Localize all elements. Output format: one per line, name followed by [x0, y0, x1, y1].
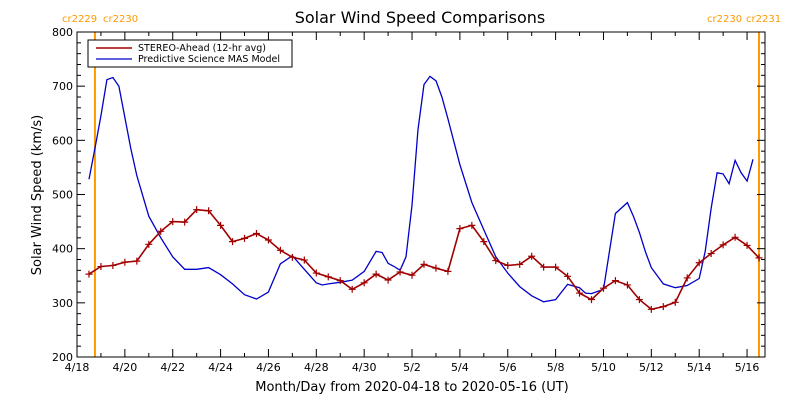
- data-point-stereo: [205, 207, 213, 215]
- data-point-stereo: [719, 241, 727, 249]
- y-tick-label: 700: [52, 80, 73, 93]
- series-line-stereo: [88, 208, 760, 311]
- data-point-stereo: [731, 233, 739, 241]
- data-point-stereo: [683, 274, 691, 282]
- y-tick-label: 200: [52, 351, 73, 364]
- data-point-stereo: [564, 272, 572, 280]
- carrington-label-left: cr2230: [707, 14, 742, 25]
- data-point-stereo: [264, 236, 272, 244]
- x-tick-label: 4/28: [304, 361, 329, 374]
- data-point-stereo: [193, 206, 201, 214]
- y-tick-label: 800: [52, 26, 73, 39]
- plot-frame: [76, 31, 766, 358]
- data-point-stereo: [420, 260, 428, 268]
- data-point-stereo: [623, 281, 631, 289]
- y-axis-label: Solar Wind Speed (km/s): [30, 115, 45, 275]
- x-tick-label: 4/22: [160, 361, 185, 374]
- y-tick-label: 500: [52, 189, 73, 202]
- x-tick-label: 4/30: [352, 361, 377, 374]
- data-point-stereo: [540, 263, 548, 271]
- x-tick-label: 5/4: [451, 361, 469, 374]
- data-point-stereo: [109, 261, 117, 269]
- legend: STEREO-Ahead (12-hr avg) Predictive Scie…: [87, 39, 293, 68]
- data-point-stereo: [528, 252, 536, 260]
- x-tick-label: 4/26: [256, 361, 281, 374]
- data-point-stereo: [492, 257, 500, 265]
- x-tick-label: 4/24: [208, 361, 233, 374]
- legend-label-mas: Predictive Science MAS Model: [138, 54, 280, 65]
- data-point-stereo: [157, 227, 165, 235]
- carrington-label-right: cr2230: [103, 14, 138, 25]
- data-point-stereo: [229, 238, 237, 246]
- data-point-stereo: [552, 263, 560, 271]
- data-point-stereo: [133, 257, 141, 265]
- data-point-stereo: [85, 270, 93, 278]
- data-point-stereo: [300, 256, 308, 264]
- series-group: [85, 75, 763, 313]
- series-line-mas: [88, 75, 754, 303]
- data-point-stereo: [121, 258, 129, 266]
- data-point-stereo: [372, 270, 380, 278]
- x-tick-label: 5/14: [687, 361, 712, 374]
- data-point-stereo: [312, 269, 320, 277]
- data-point-stereo: [276, 246, 284, 254]
- data-point-stereo: [611, 277, 619, 285]
- x-tick-label: 5/6: [499, 361, 517, 374]
- data-point-stereo: [348, 285, 356, 293]
- data-point-stereo: [480, 238, 488, 246]
- x-tick-label: 5/10: [591, 361, 616, 374]
- data-point-stereo: [444, 267, 452, 275]
- legend-label-stereo: STEREO-Ahead (12-hr avg): [138, 43, 266, 54]
- data-point-stereo: [336, 277, 344, 285]
- data-point-stereo: [659, 303, 667, 311]
- data-point-stereo: [360, 279, 368, 287]
- data-point-stereo: [599, 284, 607, 292]
- data-point-stereo: [432, 264, 440, 272]
- data-point-stereo: [145, 240, 153, 248]
- data-point-stereo: [755, 254, 763, 262]
- y-tick-label: 300: [52, 297, 73, 310]
- data-point-stereo: [671, 298, 679, 306]
- data-point-stereo: [181, 218, 189, 226]
- legend-box: [87, 39, 293, 68]
- data-point-stereo: [324, 273, 332, 281]
- data-point-stereo: [408, 271, 416, 279]
- axis-ticks: 200 300 400 500 600 700 800 4/18 4/20 4/22 4/24 4/2…: [52, 26, 765, 374]
- y-tick-label: 600: [52, 134, 73, 147]
- data-point-stereo: [588, 296, 596, 304]
- data-point-stereo: [252, 230, 260, 237]
- data-point-stereo: [97, 263, 105, 271]
- data-point-stereo: [217, 221, 225, 229]
- data-point-stereo: [504, 261, 512, 269]
- data-point-stereo: [169, 218, 177, 226]
- chart-title: Solar Wind Speed Comparisons: [295, 8, 546, 27]
- y-tick-label: 400: [52, 243, 73, 256]
- data-point-stereo: [695, 259, 703, 267]
- x-tick-label: 5/12: [639, 361, 664, 374]
- x-tick-label: 4/18: [65, 361, 90, 374]
- x-tick-label: 5/16: [735, 361, 760, 374]
- data-point-stereo: [384, 276, 392, 284]
- data-point-stereo: [635, 296, 643, 304]
- data-point-stereo: [456, 225, 464, 233]
- data-point-stereo: [288, 253, 296, 261]
- x-tick-label: 4/20: [113, 361, 138, 374]
- data-point-stereo: [707, 250, 715, 258]
- x-tick-label: 5/2: [403, 361, 421, 374]
- carrington-label-right: cr2231: [746, 14, 781, 25]
- data-point-stereo: [468, 221, 476, 229]
- data-point-stereo: [743, 241, 751, 249]
- x-axis-label: Month/Day from 2020-04-18 to 2020-05-16 …: [255, 380, 568, 395]
- data-point-stereo: [241, 234, 249, 242]
- data-point-stereo: [516, 260, 524, 268]
- data-point-stereo: [576, 289, 584, 297]
- data-point-stereo: [396, 268, 404, 276]
- data-point-stereo: [647, 305, 655, 313]
- carrington-label-left: cr2229: [62, 14, 97, 25]
- x-tick-label: 5/8: [547, 361, 565, 374]
